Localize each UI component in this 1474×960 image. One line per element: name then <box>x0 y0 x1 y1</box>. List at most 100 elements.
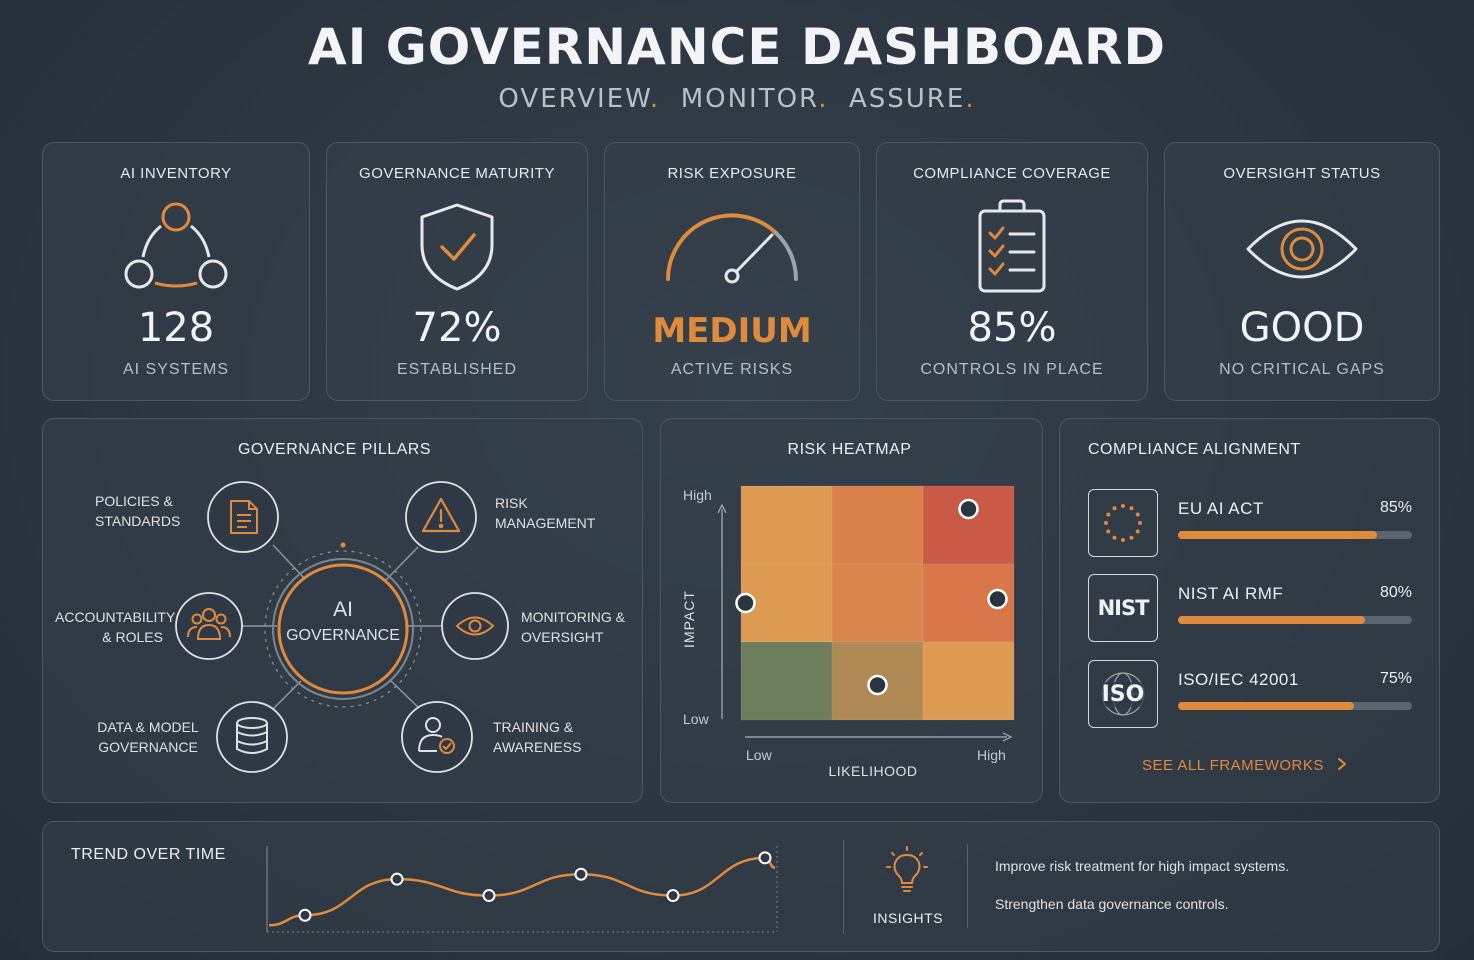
framework-progress-bar <box>1178 616 1412 624</box>
network-nodes-icon <box>124 202 228 289</box>
insights-label: INSIGHTS <box>872 910 944 926</box>
kpi-title: GOVERNANCE MATURITY <box>359 165 555 182</box>
trend-point <box>758 851 772 865</box>
section-title: TREND OVER TIME <box>71 846 226 863</box>
x-axis-low-label: Low <box>746 747 772 763</box>
heatmap-cell <box>740 563 833 643</box>
section-title: GOVERNANCE PILLARS <box>237 441 432 458</box>
pillars-diagram <box>175 481 509 773</box>
heatmap-cell <box>922 641 1015 721</box>
kpi-value: 128 <box>137 305 215 351</box>
iso-logo: ISO <box>1088 660 1158 728</box>
heatmap-grid <box>717 485 1015 742</box>
risk-marker <box>735 592 756 614</box>
pillar-node-policies <box>207 481 279 553</box>
trend-point <box>574 867 588 881</box>
kpi-value: 85% <box>967 305 1057 351</box>
framework-name: NIST AI RMF <box>1178 584 1284 603</box>
trend-point <box>298 908 312 922</box>
kpi-card-compliance-coverage[interactable]: COMPLIANCE COVERAGE 85% CONTROLS IN PLAC… <box>876 142 1148 401</box>
framework-percent: 85% <box>1379 499 1412 516</box>
pillar-node-monitoring <box>441 592 509 660</box>
heatmap-cell <box>740 641 833 721</box>
kpi-subtitle: CONTROLS IN PLACE <box>920 361 1104 378</box>
framework-row-iso[interactable]: ISO ISO/IEC 42001 75% <box>1088 660 1412 730</box>
shield-check-icon <box>420 203 494 291</box>
kpi-subtitle: ACTIVE RISKS <box>670 361 794 378</box>
kpi-subtitle: NO CRITICAL GAPS <box>1219 361 1385 378</box>
kpi-subtitle: ESTABLISHED <box>396 361 518 378</box>
framework-progress-bar <box>1178 702 1412 710</box>
y-axis-low-label: Low <box>683 711 709 727</box>
people-group-icon <box>187 608 231 640</box>
pillar-label-data[interactable]: DATA & MODEL GOVERNANCE <box>97 719 199 755</box>
framework-name: ISO/IEC 42001 <box>1178 670 1299 689</box>
governance-pillars-panel: GOVERNANCE PILLARS <box>42 418 643 803</box>
document-icon <box>230 500 258 534</box>
kpi-value: MEDIUM <box>652 311 812 351</box>
section-title: RISK HEATMAP <box>787 441 912 458</box>
kpi-title: OVERSIGHT STATUS <box>1223 165 1381 182</box>
trend-point <box>482 889 496 903</box>
heatmap-cell <box>831 485 924 565</box>
framework-name: EU AI ACT <box>1178 499 1264 518</box>
lightbulb-icon <box>886 846 928 892</box>
framework-progress-bar <box>1178 531 1412 539</box>
eye-icon <box>455 616 495 636</box>
risk-heatmap-panel: RISK HEATMAP High Low IMPACT Low High LI… <box>660 418 1043 803</box>
section-title: COMPLIANCE ALIGNMENT <box>1088 441 1301 458</box>
framework-row-nist[interactable]: NIST NIST AI RMF 80% <box>1088 574 1412 644</box>
pillar-label-policies[interactable]: POLICIES & STANDARDS <box>95 493 181 529</box>
framework-row-eu-ai-act[interactable]: EU AI ACT 85% <box>1088 489 1412 559</box>
compliance-alignment-panel: COMPLIANCE ALIGNMENT EU AI ACT 85% NIST … <box>1059 418 1440 803</box>
kpi-title: AI INVENTORY <box>120 165 232 182</box>
pillar-label-accountability[interactable]: ACCOUNTABILITY & ROLES <box>55 609 176 645</box>
kpi-subtitle: AI SYSTEMS <box>122 361 230 378</box>
see-all-frameworks-link[interactable]: SEE ALL FRAMEWORKS <box>1142 757 1349 774</box>
chevron-right-icon <box>1337 758 1346 770</box>
user-check-icon <box>418 717 455 754</box>
heatmap-cell <box>831 563 924 643</box>
trend-point <box>666 889 680 903</box>
risk-marker <box>958 498 979 520</box>
gauge-icon <box>666 213 798 284</box>
x-axis-title: LIKELIHOOD <box>828 763 918 779</box>
dashboard-subtitle: OVERVIEW. MONITOR. ASSURE. <box>498 84 976 114</box>
heatmap-cell <box>922 485 1015 565</box>
pillar-node-training <box>401 701 473 773</box>
risk-marker <box>867 674 888 696</box>
pillar-center-label: AI GOVERNANCE <box>286 598 400 644</box>
trend-line-chart <box>266 846 778 933</box>
trend-line <box>268 856 776 927</box>
insights-divider-right <box>967 844 968 928</box>
kpi-card-governance-maturity[interactable]: GOVERNANCE MATURITY 72% ESTABLISHED <box>326 142 588 401</box>
eu-flag-icon <box>1088 489 1158 557</box>
framework-percent: 80% <box>1379 584 1412 601</box>
x-axis-high-label: High <box>977 747 1006 763</box>
trend-point <box>390 872 404 886</box>
database-icon <box>236 717 268 754</box>
kpi-title: COMPLIANCE COVERAGE <box>913 165 1111 182</box>
clipboard-checklist-icon <box>978 199 1046 293</box>
nist-logo: NIST <box>1088 574 1158 642</box>
warning-triangle-icon <box>421 497 461 533</box>
pillar-label-risk[interactable]: RISK MANAGEMENT <box>495 495 596 531</box>
kpi-card-risk-exposure[interactable]: RISK EXPOSURE MEDIUM ACTIVE RISKS <box>604 142 860 401</box>
pillar-node-data <box>216 701 288 773</box>
pillar-label-monitoring[interactable]: MONITORING & OVERSIGHT <box>521 609 625 645</box>
dashboard-title: AI GOVERNANCE DASHBOARD <box>308 18 1166 76</box>
kpi-title: RISK EXPOSURE <box>667 165 797 182</box>
kpi-card-ai-inventory[interactable]: AI INVENTORY 128 AI SYSTEMS <box>42 142 310 401</box>
trend-insights-panel: TREND OVER TIME INSIGHTS Improve risk tr… <box>42 821 1440 952</box>
kpi-value: GOOD <box>1239 305 1365 351</box>
risk-marker <box>987 588 1008 610</box>
insight-item: Improve risk treatment for high impact s… <box>995 858 1290 874</box>
framework-percent: 75% <box>1379 670 1412 687</box>
kpi-card-oversight-status[interactable]: OVERSIGHT STATUS GOOD NO CRITICAL GAPS <box>1164 142 1440 401</box>
heatmap-cell <box>740 485 833 565</box>
insights-divider-left <box>843 840 844 934</box>
pillar-label-training[interactable]: TRAINING & AWARENESS <box>493 719 582 755</box>
y-axis-high-label: High <box>683 487 712 503</box>
insight-item: Strengthen data governance controls. <box>995 896 1229 912</box>
kpi-value: 72% <box>412 305 502 351</box>
